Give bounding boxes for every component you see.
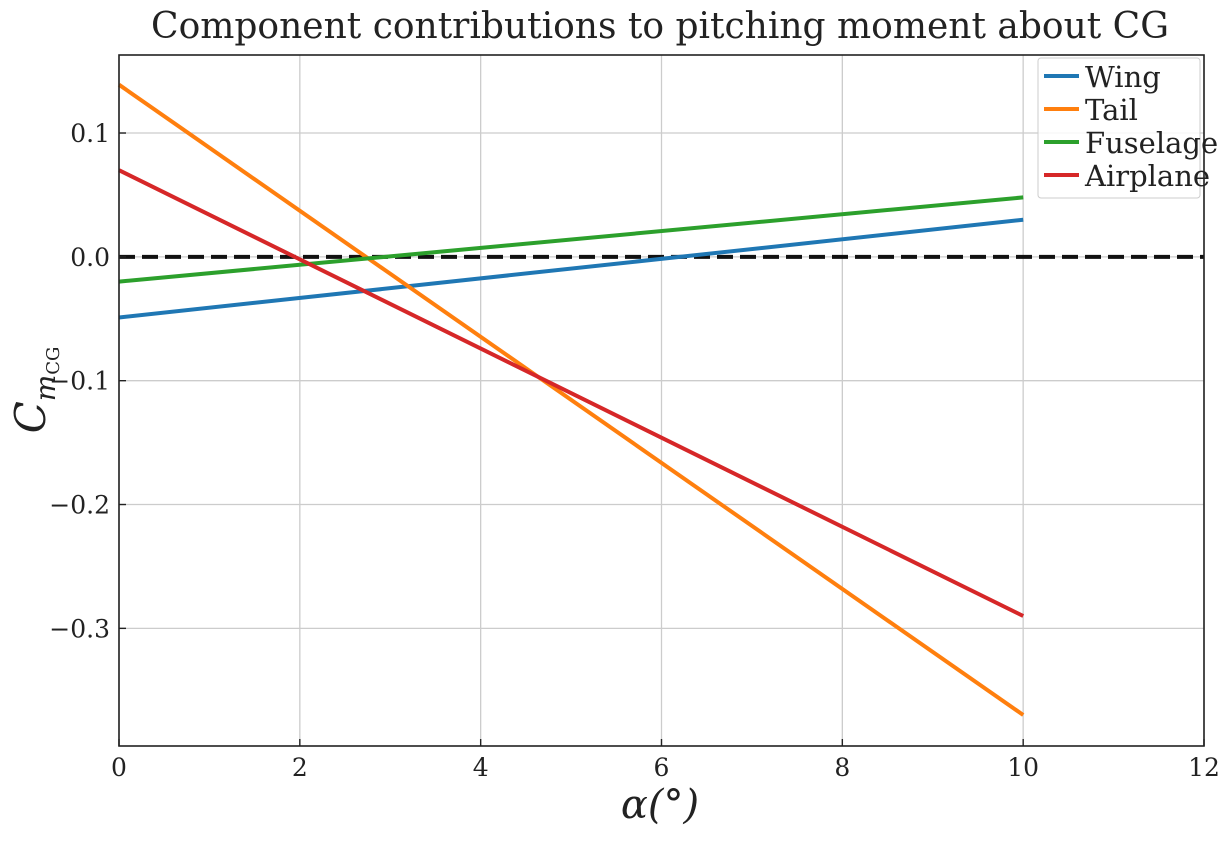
y-axis-label: CmCG [6,347,64,434]
legend-label-wing: Wing [1085,60,1161,94]
y-tick-label: 0.0 [70,243,110,272]
x-axis-label: α(°) [621,782,699,828]
x-tick-label: 6 [654,753,670,782]
y-tick-label: −0.1 [49,367,110,396]
x-tick-labels: 0 2 4 6 8 10 12 [111,753,1220,782]
y-axis-label-subsub: CG [43,347,64,375]
y-tick-label: −0.2 [49,491,110,520]
legend-label-tail: Tail [1085,93,1138,127]
y-tick-label: −0.3 [49,614,110,643]
chart-title: Component contributions to pitching mome… [151,6,1169,47]
series-layer [117,83,1025,717]
y-axis-label-sub: m [29,375,62,402]
x-tick-label: 12 [1188,753,1220,782]
y-tick-label: 0.1 [70,119,110,148]
series-line-airplane [118,168,1025,618]
series-line-wing [118,217,1024,320]
x-tick-label: 0 [111,753,127,782]
tick-marks [118,132,1205,746]
y-tick-labels: 0.1 0.0 −0.1 −0.2 −0.3 [49,119,110,643]
legend-box [1037,57,1201,199]
y-axis-label-main: C [6,401,55,433]
x-tick-label: 8 [834,753,850,782]
x-tick-label: 10 [1007,753,1039,782]
legend-label-airplane: Airplane [1084,159,1210,193]
x-tick-label: 4 [473,753,489,782]
series-line-tail [117,83,1025,717]
x-tick-label: 2 [292,753,308,782]
legend-label-fuselage: Fuselage [1085,126,1218,160]
series-line-fuselage [118,195,1024,284]
